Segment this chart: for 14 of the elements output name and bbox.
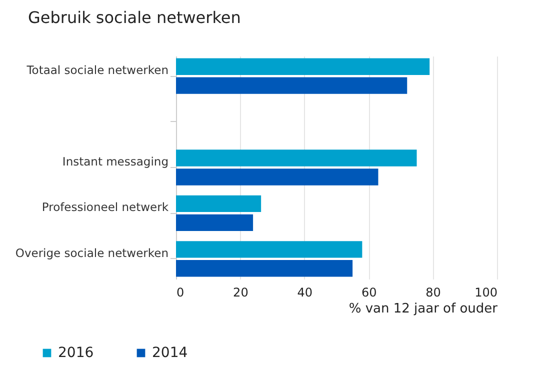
y-tick-label: Instant messaging [62, 154, 168, 168]
x-axis-title: % van 12 jaar of ouder [348, 302, 498, 316]
legend-label: 2014 [152, 345, 188, 361]
y-tick-label: Professioneel netwerk [42, 200, 169, 214]
x-tick-label: 20 [233, 286, 248, 300]
y-tick-label: Overige sociale netwerken [15, 246, 168, 260]
x-tick-label: 40 [297, 286, 313, 300]
legend-label: 2016 [58, 345, 94, 361]
x-tick-label: 0 [176, 286, 184, 300]
x-tick-label: 100 [474, 286, 498, 300]
chart-title: Gebruik sociale netwerken [28, 8, 241, 27]
y-tick-label: Totaal sociale netwerken [26, 63, 168, 78]
x-tick-label: 80 [426, 286, 441, 300]
x-tick-label: 60 [361, 286, 377, 300]
